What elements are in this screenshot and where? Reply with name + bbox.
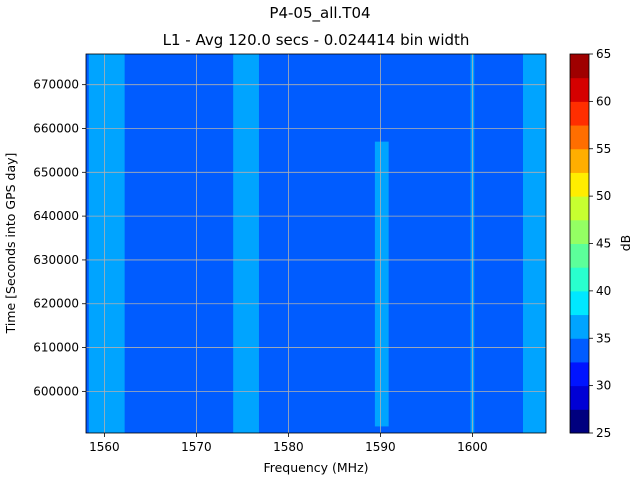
heatmap-band-1	[233, 54, 259, 433]
chart-title: P4-05_all.T04	[269, 4, 370, 23]
colorbar-tick-label-8: 65	[596, 47, 611, 61]
x-axis-label: Frequency (MHz)	[263, 460, 368, 475]
colorbar-swatch-12	[570, 125, 589, 150]
grid-lines	[86, 54, 546, 433]
y-tick-label-3: 630000	[33, 253, 79, 267]
plot-frame	[85, 53, 547, 434]
colorbar-swatch-13	[570, 101, 589, 126]
heatmap-band-0	[88, 54, 125, 433]
heatmap-bands	[88, 54, 546, 433]
colorbar-swatch-4	[570, 314, 589, 339]
x-tick-label-3: 1590	[365, 440, 396, 454]
plot-area	[85, 53, 547, 434]
y-tick-label-0: 600000	[33, 384, 79, 398]
colorbar-swatch-0	[570, 409, 589, 434]
colorbar-swatch-15	[570, 54, 589, 79]
y-axis-ticks: 600000 610000 620000 630000 640000 650000 6600…	[33, 78, 86, 398]
y-tick-label-6: 660000	[33, 121, 79, 135]
heatmap-band-2	[374, 141, 389, 427]
chart-subtitle: L1 - Avg 120.0 secs - 0.024414 bin width	[163, 31, 470, 49]
colorbar-tick-label-3: 40	[596, 284, 611, 298]
colorbar-tick-label-4: 45	[596, 237, 611, 251]
colorbar-swatch-1	[570, 385, 589, 410]
colorbar-swatch-2	[570, 361, 589, 387]
heatmap-background	[86, 54, 546, 433]
colorbar-tick-label-7: 60	[596, 94, 611, 108]
colorbar-label: dB	[618, 235, 633, 252]
colorbar-swatch-6	[570, 267, 589, 292]
colorbar-tick-label-5: 50	[596, 189, 611, 203]
y-tick-label-4: 640000	[33, 209, 79, 223]
colorbar-swatch-7	[570, 243, 589, 268]
x-tick-label-1: 1570	[181, 440, 212, 454]
colorbar-swatch-10	[570, 172, 589, 197]
colorbar-tick-label-1: 30	[596, 379, 611, 393]
colorbar-ticks: 25 30 35 40 45 50 55 60 65	[589, 47, 611, 440]
x-tick-label-0: 1560	[89, 440, 120, 454]
colorbar	[569, 53, 590, 434]
heatmap-band-4	[523, 54, 546, 433]
x-tick-label-2: 1580	[273, 440, 304, 454]
colorbar-swatch-8	[570, 219, 589, 244]
colorbar-swatch-3	[570, 338, 589, 363]
y-tick-label-7: 670000	[33, 78, 79, 92]
colorbar-tick-label-2: 35	[596, 331, 611, 345]
colorbar-tick-label-6: 55	[596, 142, 611, 156]
colorbar-swatch-5	[570, 290, 589, 316]
x-axis-ticks: 1560 1570 1580 1590 1600	[89, 433, 488, 454]
y-axis-label: Time [Seconds into GPS day]	[3, 153, 18, 335]
colorbar-swatch-11	[570, 148, 589, 173]
y-tick-label-5: 650000	[33, 165, 79, 179]
colorbar-swatch-9	[570, 196, 589, 221]
colorbar-swatch-14	[570, 77, 589, 102]
colorbar-tick-label-0: 25	[596, 426, 611, 440]
x-tick-label-4: 1600	[457, 440, 488, 454]
y-tick-label-2: 620000	[33, 297, 79, 311]
y-tick-label-1: 610000	[33, 341, 79, 355]
